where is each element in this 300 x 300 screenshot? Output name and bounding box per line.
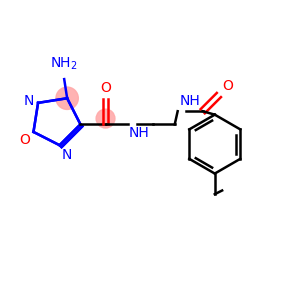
Circle shape <box>96 109 115 128</box>
Text: N: N <box>61 148 71 162</box>
Text: O: O <box>222 79 233 93</box>
Text: NH: NH <box>129 126 150 140</box>
Text: N: N <box>23 94 34 108</box>
Text: NH: NH <box>179 94 200 108</box>
Text: O: O <box>20 134 31 147</box>
Circle shape <box>56 87 78 110</box>
Text: NH$_2$: NH$_2$ <box>50 56 78 72</box>
Text: O: O <box>100 81 111 95</box>
